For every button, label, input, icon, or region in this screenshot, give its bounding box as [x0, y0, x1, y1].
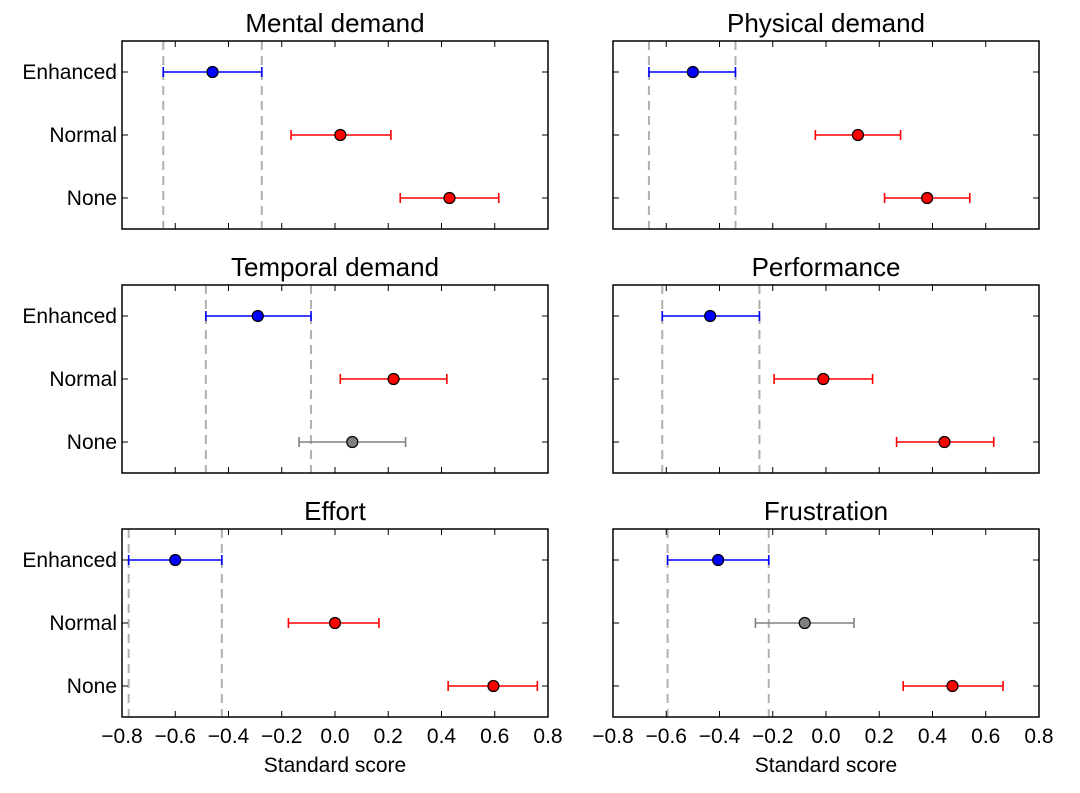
point-none: [487, 679, 500, 693]
y-tick-label: Enhanced: [22, 305, 117, 328]
point-normal: [334, 128, 347, 142]
x-tick-label: −0.8: [101, 725, 142, 748]
x-tick-label: 0.2: [865, 725, 894, 748]
axes-frame: [612, 40, 1040, 230]
x-tick-label: 0.4: [918, 725, 948, 748]
point-normal: [817, 372, 830, 386]
axes-frame: [121, 40, 549, 230]
point-normal: [798, 616, 811, 630]
subplot-frustration: Frustration −0.8 −0.6 −0.4 −0.2 0.0 0.2 0.4 0.6 0…: [592, 496, 1053, 777]
point-none: [346, 435, 359, 449]
subplot-temporal-demand: Temporal demand Enhanced Normal None: [22, 252, 549, 474]
x-tick-label: 0.8: [1024, 725, 1053, 748]
x-tick-label: 0.2: [374, 725, 403, 748]
y-tick-label: Normal: [49, 124, 117, 147]
subplot-title: Temporal demand: [231, 252, 439, 282]
x-tick-label: 0.4: [427, 725, 457, 748]
y-tick-label: Enhanced: [22, 549, 117, 572]
x-tick-label: −0.2: [752, 725, 793, 748]
subplot-mental-demand: Mental demand Enhanced Normal None: [22, 8, 549, 230]
point-enhanced: [206, 65, 219, 79]
point-enhanced: [704, 309, 717, 323]
subplot-physical-demand: Physical demand: [612, 8, 1040, 230]
x-tick-label: −0.2: [261, 725, 302, 748]
x-tick-label: 0.6: [971, 725, 1000, 748]
x-tick-label: −0.6: [646, 725, 687, 748]
x-tick-label: 0.0: [320, 725, 349, 748]
y-tick-label: Normal: [49, 612, 117, 635]
point-none: [443, 191, 456, 205]
point-enhanced: [169, 553, 182, 567]
y-tick-label: None: [67, 431, 117, 454]
point-normal: [328, 616, 342, 630]
point-enhanced: [251, 309, 264, 323]
point-normal: [387, 372, 400, 386]
x-tick-label: −0.6: [155, 725, 196, 748]
point-none: [946, 679, 959, 693]
y-tick-label: None: [67, 675, 117, 698]
x-tick-label: −0.4: [699, 725, 741, 748]
x-tick-label: 0.8: [533, 725, 562, 748]
x-axis-label: Standard score: [755, 754, 897, 777]
point-enhanced: [712, 553, 725, 567]
x-tick-label: −0.4: [208, 725, 250, 748]
subplot-title: Performance: [752, 252, 901, 282]
subplot-title: Mental demand: [245, 8, 424, 38]
subplot-title: Effort: [304, 496, 366, 526]
axes-frame: [121, 284, 549, 474]
point-none: [921, 191, 934, 205]
y-tick-label: None: [67, 187, 117, 210]
x-tick-label: −0.8: [592, 725, 633, 748]
point-none: [938, 435, 951, 449]
point-normal: [851, 128, 865, 142]
subplot-performance: Performance: [612, 252, 1040, 474]
y-tick-label: Enhanced: [22, 61, 117, 84]
subplot-effort: Effort −0.8 −0.6 −0.4 −0.2 0.0 0.2 0.4 0.6 0.8 Enh…: [22, 496, 562, 777]
point-enhanced: [686, 65, 699, 79]
subplot-title: Frustration: [764, 496, 888, 526]
x-axis-label: Standard score: [264, 754, 406, 777]
axes-frame: [121, 528, 549, 718]
axes-frame: [612, 284, 1040, 474]
axes-frame: [612, 528, 1040, 718]
x-tick-label: 0.0: [811, 725, 840, 748]
x-tick-label: 0.6: [480, 725, 509, 748]
y-tick-label: Normal: [49, 368, 117, 391]
subplot-title: Physical demand: [727, 8, 925, 38]
